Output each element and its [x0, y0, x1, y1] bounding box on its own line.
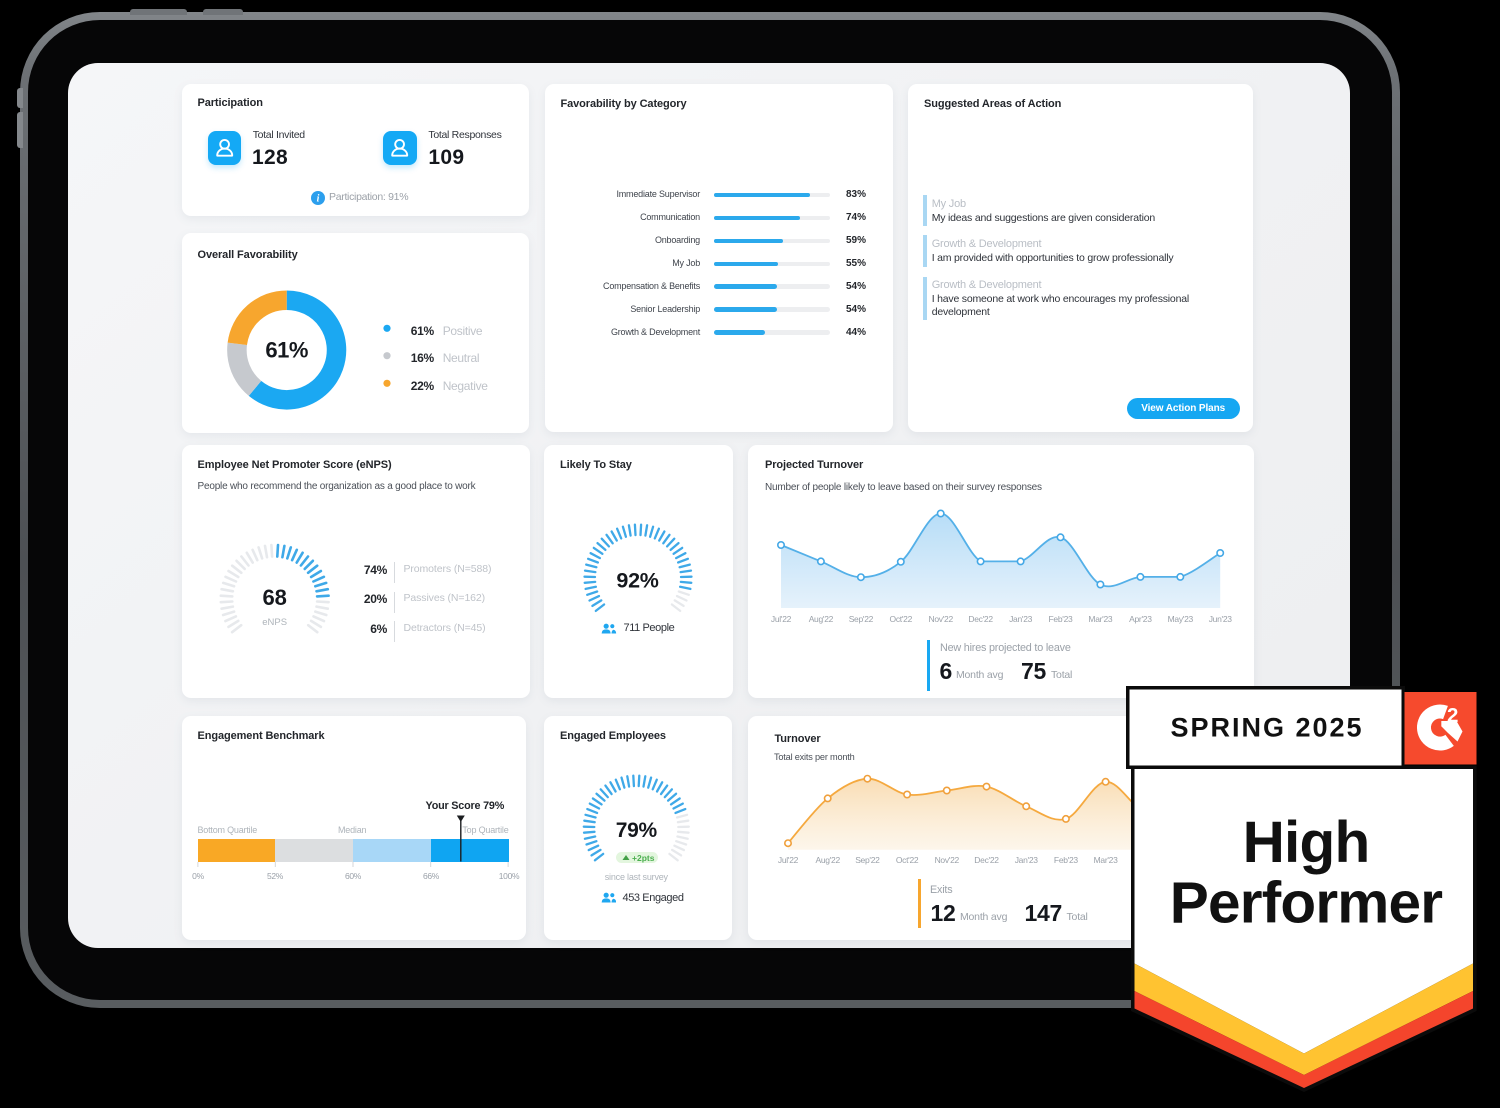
svg-text:Performer: Performer [1170, 871, 1442, 936]
svg-text:High: High [1243, 810, 1370, 875]
svg-text:SPRING 2025: SPRING 2025 [1170, 713, 1363, 743]
svg-text:2: 2 [1447, 704, 1458, 727]
